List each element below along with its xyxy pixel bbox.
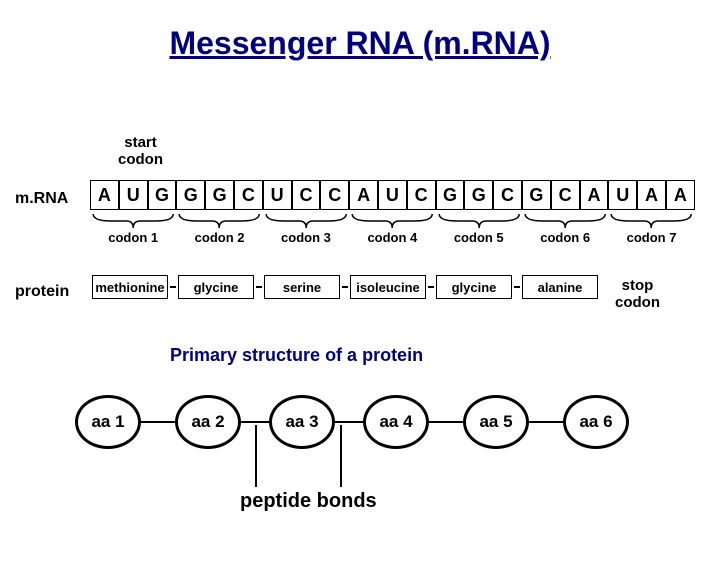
codon-label: codon 3 — [263, 230, 349, 245]
amino-acid-row: methionine glycine serine isoleucine gly… — [90, 275, 600, 299]
amino-acid-box: alanine — [522, 275, 598, 299]
codon-label: codon 6 — [522, 230, 608, 245]
stop-l1: stop — [622, 277, 654, 294]
codon-brace — [176, 212, 262, 230]
aa-circle: aa 4 — [363, 395, 429, 449]
base-cell: G — [205, 180, 234, 210]
base-cell: A — [666, 180, 695, 210]
base-cell: C — [407, 180, 436, 210]
base-cell: G — [522, 180, 551, 210]
aa-link — [342, 286, 348, 288]
peptide-bond-link — [141, 421, 175, 424]
base-cell: C — [292, 180, 321, 210]
codon-label: codon 7 — [608, 230, 694, 245]
peptide-bond-pointer — [340, 425, 342, 487]
peptide-bond-link — [335, 421, 363, 424]
aa-link — [514, 286, 520, 288]
start-codon-label: start codon — [118, 135, 163, 168]
codon-brace — [349, 212, 435, 230]
base-cell: U — [608, 180, 637, 210]
aa-circle-row: aa 1 aa 2 aa 3 aa 4 aa 5 aa 6 — [75, 395, 629, 449]
peptide-bonds-label: peptide bonds — [240, 490, 377, 513]
base-cell: A — [90, 180, 119, 210]
base-row: A U G G G C U C C A U C G G C G C A U A … — [90, 180, 695, 210]
page-title: Messenger RNA (m.RNA) — [0, 25, 720, 62]
codon-brace — [90, 212, 176, 230]
base-cell: C — [234, 180, 263, 210]
base-cell: G — [148, 180, 177, 210]
codon-label: codon 5 — [436, 230, 522, 245]
base-cell: G — [176, 180, 205, 210]
base-cell: G — [436, 180, 465, 210]
codon-label: codon 2 — [176, 230, 262, 245]
aa-link — [170, 286, 176, 288]
base-cell: A — [637, 180, 666, 210]
aa-circle: aa 5 — [463, 395, 529, 449]
base-cell: U — [119, 180, 148, 210]
amino-acid-box: isoleucine — [350, 275, 426, 299]
aa-link — [428, 286, 434, 288]
mrna-row-label: m.RNA — [15, 190, 68, 208]
base-cell: C — [551, 180, 580, 210]
brace-row — [90, 212, 695, 230]
peptide-bond-link — [429, 421, 463, 424]
start-l1: start — [124, 134, 157, 151]
stop-codon-label: stop codon — [615, 278, 660, 311]
codon-label: codon 1 — [90, 230, 176, 245]
base-cell: U — [263, 180, 292, 210]
base-cell: G — [464, 180, 493, 210]
aa-circle: aa 6 — [563, 395, 629, 449]
amino-acid-box: glycine — [178, 275, 254, 299]
base-cell: C — [493, 180, 522, 210]
aa-circle: aa 3 — [269, 395, 335, 449]
protein-row-label: protein — [15, 283, 69, 301]
aa-circle: aa 1 — [75, 395, 141, 449]
base-cell: U — [378, 180, 407, 210]
base-cell: C — [320, 180, 349, 210]
codon-label-row: codon 1 codon 2 codon 3 codon 4 codon 5 … — [90, 230, 695, 245]
base-cell: A — [580, 180, 609, 210]
aa-link — [256, 286, 262, 288]
codon-brace — [263, 212, 349, 230]
peptide-bond-link — [529, 421, 563, 424]
codon-brace — [436, 212, 522, 230]
amino-acid-box: methionine — [92, 275, 168, 299]
codon-label: codon 4 — [349, 230, 435, 245]
amino-acid-box: glycine — [436, 275, 512, 299]
stop-l2: codon — [615, 294, 660, 311]
codon-brace — [522, 212, 608, 230]
peptide-bond-link — [241, 421, 269, 424]
base-cell: A — [349, 180, 378, 210]
amino-acid-box: serine — [264, 275, 340, 299]
peptide-bond-pointer — [255, 425, 257, 487]
codon-brace — [608, 212, 694, 230]
aa-circle: aa 2 — [175, 395, 241, 449]
primary-structure-label: Primary structure of a protein — [170, 345, 423, 366]
start-l2: codon — [118, 151, 163, 168]
